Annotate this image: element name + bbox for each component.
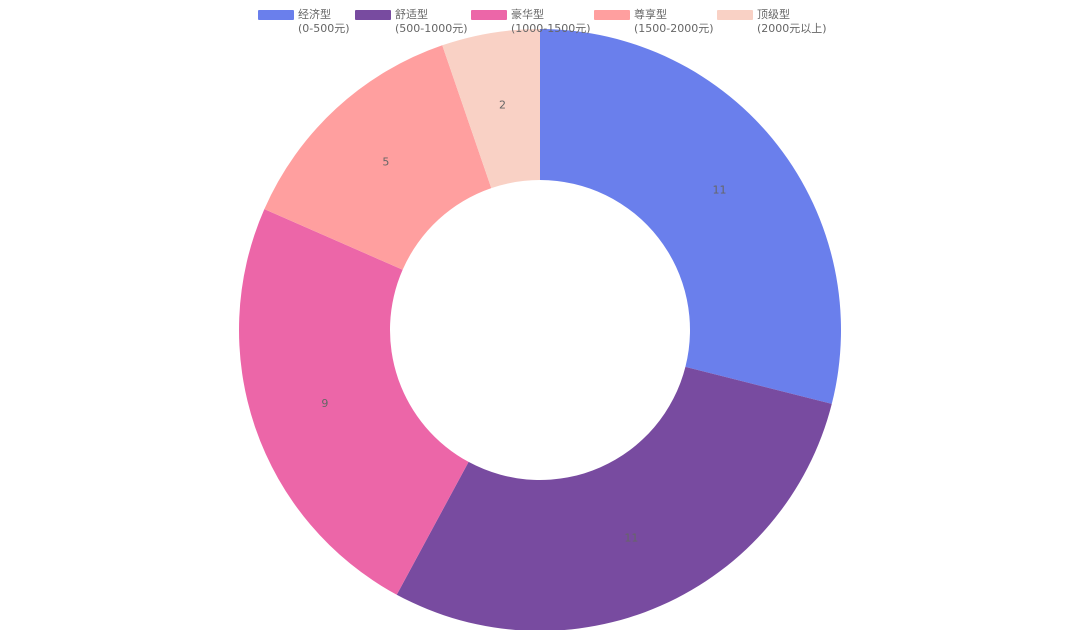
legend-swatch xyxy=(258,10,294,20)
legend-swatch xyxy=(471,10,507,20)
slice-1[interactable] xyxy=(540,29,841,404)
legend-range-label: (500-1000元) xyxy=(395,22,468,35)
slice-value-label-1: 11 xyxy=(713,183,727,196)
slice-value-label-3: 9 xyxy=(321,397,328,410)
legend-swatch xyxy=(594,10,630,20)
slice-3[interactable] xyxy=(238,209,469,595)
slice-value-label-5: 2 xyxy=(499,99,506,112)
slice-value-label-2: 11 xyxy=(624,531,638,544)
legend-range-label: (0-500元) xyxy=(298,22,350,35)
legend-label: 尊享型 xyxy=(634,8,667,21)
legend-label: 经济型 xyxy=(298,8,331,21)
legend-swatch xyxy=(355,10,391,20)
legend-swatch xyxy=(717,10,753,20)
legend-range-label: (1500-2000元) xyxy=(634,22,714,35)
legend-range-label: (2000元以上) xyxy=(757,22,827,35)
legend-label: 舒适型 xyxy=(395,8,428,21)
slice-4[interactable] xyxy=(264,45,492,270)
slice-2[interactable] xyxy=(396,366,832,630)
slice-5[interactable] xyxy=(442,29,540,189)
slice-value-label-4: 5 xyxy=(382,156,389,169)
legend-label: 豪华型 xyxy=(511,8,544,21)
legend-label: 顶级型 xyxy=(757,8,790,21)
slices-group xyxy=(238,29,841,630)
legend-range-label: (1000-1500元) xyxy=(511,22,591,35)
labels-group: 11 11 9 5 2 xyxy=(321,99,726,545)
